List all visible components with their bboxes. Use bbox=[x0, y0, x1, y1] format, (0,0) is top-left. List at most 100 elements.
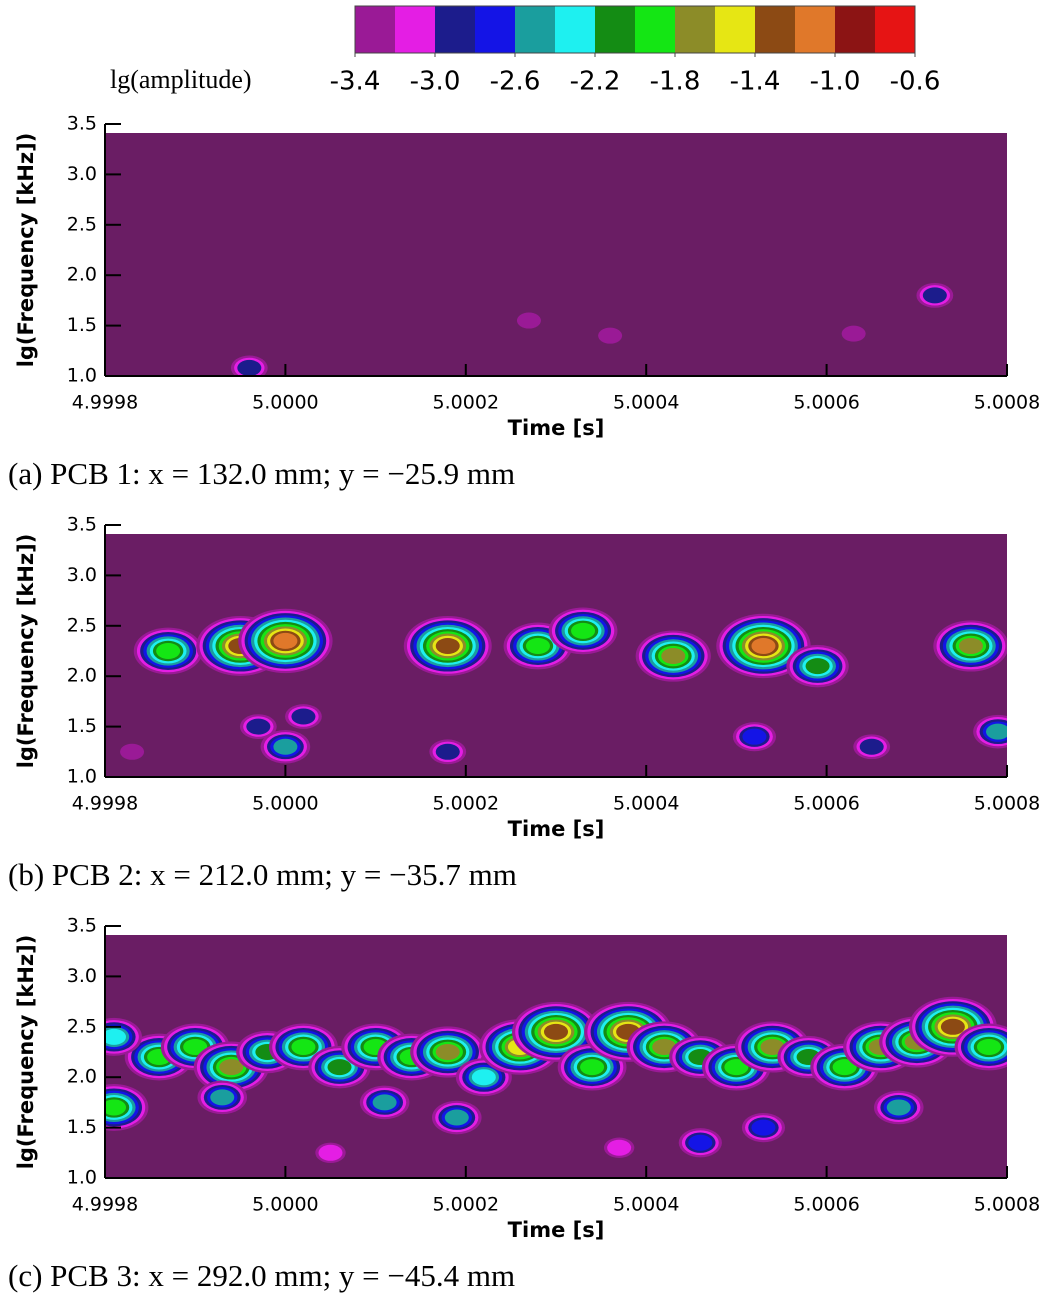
y-tick-label: 2.5 bbox=[67, 614, 97, 636]
y-tick-label: 2.0 bbox=[67, 264, 97, 286]
colorbar-swatch bbox=[635, 6, 676, 53]
colorbar-swatch bbox=[395, 6, 436, 53]
y-tick-label: 3.5 bbox=[67, 113, 97, 135]
hotspot bbox=[105, 1028, 127, 1045]
x-tick-label: 5.0000 bbox=[252, 392, 318, 414]
hotspot bbox=[516, 312, 541, 329]
x-tick-label: 4.9998 bbox=[72, 793, 138, 815]
x-tick-label: 5.0008 bbox=[974, 1194, 1040, 1216]
hotspot bbox=[183, 1038, 208, 1055]
hotspot bbox=[985, 723, 1007, 740]
hotspot bbox=[886, 1099, 911, 1116]
colorbar-swatch bbox=[595, 6, 636, 53]
colorbar-swatch bbox=[795, 6, 836, 53]
colorbar-title: lg(amplitude) bbox=[110, 65, 252, 94]
hotspot bbox=[471, 1069, 496, 1086]
x-tick-label: 5.0006 bbox=[793, 793, 859, 815]
hotspot bbox=[246, 718, 271, 735]
hotspot bbox=[751, 1119, 776, 1136]
y-axis-title: lg(Frequency [kHz]) bbox=[14, 534, 38, 769]
colorbar-swatch bbox=[475, 6, 516, 53]
x-tick-label: 5.0006 bbox=[793, 1194, 859, 1216]
x-tick-label: 5.0000 bbox=[252, 1194, 318, 1216]
y-tick-label: 1.5 bbox=[67, 715, 97, 737]
colorbar-tick-label: -3.4 bbox=[330, 67, 381, 97]
hotspot bbox=[156, 643, 181, 659]
y-tick-label: 1.0 bbox=[67, 365, 97, 387]
hotspot bbox=[841, 325, 866, 342]
hotspot bbox=[327, 1059, 352, 1076]
hotspot bbox=[120, 743, 145, 760]
colorbar-swatch bbox=[755, 6, 796, 53]
plot-background bbox=[105, 133, 1007, 376]
hotspot bbox=[444, 1109, 469, 1126]
hotspot bbox=[237, 359, 262, 376]
hotspot bbox=[859, 738, 884, 755]
colorbar-swatch bbox=[355, 6, 396, 53]
y-axis-title: lg(Frequency [kHz]) bbox=[14, 935, 38, 1170]
x-tick-label: 5.0000 bbox=[252, 793, 318, 815]
x-tick-label: 5.0006 bbox=[793, 392, 859, 414]
colorbar-tick-label: -1.4 bbox=[730, 67, 781, 97]
y-tick-label: 1.0 bbox=[67, 766, 97, 788]
y-tick-label: 1.5 bbox=[67, 1116, 97, 1138]
hotspot bbox=[291, 1038, 316, 1055]
hotspot bbox=[661, 648, 686, 665]
x-tick-label: 5.0002 bbox=[433, 793, 499, 815]
y-tick-label: 2.5 bbox=[67, 1015, 97, 1037]
hotspot bbox=[598, 327, 623, 344]
x-tick-label: 5.0002 bbox=[433, 392, 499, 414]
y-tick-label: 3.0 bbox=[67, 564, 97, 586]
caption: (c) PCB 3: x = 292.0 mm; y = −45.4 mm bbox=[8, 1258, 515, 1293]
hotspot bbox=[571, 622, 596, 639]
hotspot bbox=[273, 738, 298, 755]
hotspot bbox=[652, 1038, 677, 1055]
hotspot bbox=[525, 637, 550, 654]
hotspot bbox=[105, 1099, 127, 1116]
x-tick-label: 5.0004 bbox=[613, 793, 679, 815]
contours bbox=[105, 996, 1007, 1164]
colorbar-swatch bbox=[515, 6, 556, 53]
y-tick-label: 3.5 bbox=[67, 514, 97, 536]
colorbar-swatch bbox=[435, 6, 476, 53]
x-axis-title: Time [s] bbox=[508, 416, 605, 440]
hotspot bbox=[607, 1139, 632, 1156]
y-tick-label: 2.0 bbox=[67, 665, 97, 687]
hotspot bbox=[922, 287, 947, 304]
contours bbox=[230, 282, 954, 376]
hotspot bbox=[273, 632, 298, 649]
hotspot bbox=[372, 1094, 397, 1111]
caption: (b) PCB 2: x = 212.0 mm; y = −35.7 mm bbox=[8, 857, 517, 892]
hotspot bbox=[958, 637, 983, 654]
hotspot bbox=[544, 1023, 568, 1040]
colorbar-tick-label: -2.2 bbox=[570, 67, 621, 97]
x-axis-title: Time [s] bbox=[508, 1218, 605, 1242]
x-tick-label: 4.9998 bbox=[72, 392, 138, 414]
y-tick-label: 1.0 bbox=[67, 1167, 97, 1189]
hotspot bbox=[760, 1038, 785, 1055]
y-tick-label: 3.5 bbox=[67, 915, 97, 937]
y-axis-title: lg(Frequency [kHz]) bbox=[14, 133, 38, 368]
y-tick-label: 1.5 bbox=[67, 314, 97, 336]
hotspot bbox=[435, 743, 460, 760]
contours bbox=[120, 607, 1007, 765]
x-tick-label: 5.0004 bbox=[613, 392, 679, 414]
hotspot bbox=[318, 1144, 343, 1161]
x-tick-label: 4.9998 bbox=[72, 1194, 138, 1216]
y-tick-label: 3.0 bbox=[67, 163, 97, 185]
hotspot bbox=[805, 658, 830, 675]
colorbar-tick-label: -1.0 bbox=[810, 67, 861, 97]
colorbar-tick-label: -0.6 bbox=[890, 67, 941, 97]
hotspot bbox=[688, 1134, 713, 1151]
x-axis-title: Time [s] bbox=[508, 817, 605, 841]
y-tick-label: 3.0 bbox=[67, 965, 97, 987]
hotspot bbox=[742, 728, 767, 745]
colorbar-tick-label: -3.0 bbox=[410, 67, 461, 97]
caption: (a) PCB 1: x = 132.0 mm; y = −25.9 mm bbox=[8, 456, 515, 491]
colorbar-tick-label: -2.6 bbox=[490, 67, 541, 97]
hotspot bbox=[291, 708, 316, 725]
y-tick-label: 2.0 bbox=[67, 1066, 97, 1088]
x-tick-label: 5.0002 bbox=[433, 1194, 499, 1216]
hotspot bbox=[724, 1059, 749, 1076]
